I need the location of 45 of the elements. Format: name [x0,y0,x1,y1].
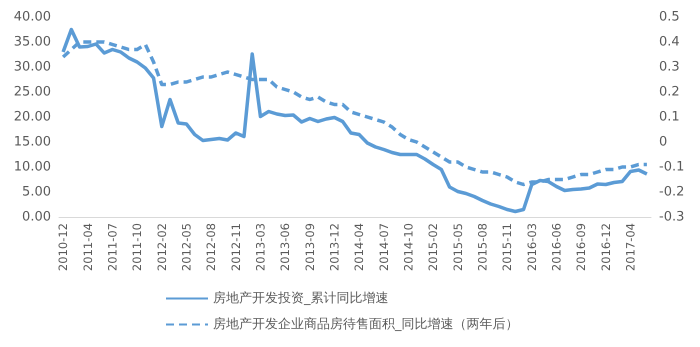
y2-tick-label: 0.5 [659,10,680,24]
x-tick-label: 2011-10 [130,223,144,272]
y-tick-label: 40.00 [14,10,51,24]
x-tick-label: 2013-03 [253,223,268,272]
y-tick-label: 35.00 [14,34,51,50]
x-tick-label: 2013-09 [302,223,317,272]
x-tick-label: 2017-04 [623,223,638,272]
x-tick-label: 2015-11 [500,223,514,272]
x-tick-label: 2016-03 [524,223,539,272]
x-tick-label: 2012-11 [228,223,243,272]
legend-label: 房地产开发企业商品房待售面积_同比增速（两年后） [213,316,518,332]
y2-tick-label: 0.1 [659,110,680,124]
y-tick-label: 0.00 [22,210,51,224]
y-tick-label: 15.00 [14,134,51,150]
y-tick-label: 30.00 [14,60,51,74]
x-tick-label: 2014-10 [401,223,416,272]
line-series [61,28,649,214]
x-tick-label: 2010-12 [56,223,70,272]
y2-tick-label: -0.2 [659,184,684,200]
y2-tick-label: -0.1 [659,160,684,174]
x-tick-label: 2012-08 [204,223,218,272]
x-tick-label: 2013-06 [278,223,292,272]
x-tick-label: 2014-07 [376,223,391,272]
x-tick-label: 2015-05 [450,223,465,272]
x-tick-label: 2015-08 [475,223,490,272]
x-tick-label: 2016-12 [598,223,613,272]
y2-tick-label: 0.3 [659,60,680,74]
y2-tick-label: 0 [659,134,668,150]
legend-label: 房地产开发投资_累计同比增速 [213,290,388,306]
y-tick-label: 5.00 [22,184,51,200]
x-tick-label: 2014-04 [352,223,366,272]
y2-tick-label: 0.4 [659,34,680,50]
x-tick-label: 2013-12 [327,223,342,272]
y2-tick-label: 0.2 [659,84,680,100]
x-tick-label: 2012-05 [179,223,194,272]
x-tick-label: 2012-02 [154,223,169,272]
y-tick-label: 20.00 [14,110,51,124]
y2-tick-label: -0.3 [659,210,684,224]
x-tick-label: 2016-06 [549,223,564,272]
x-tick-label: 2011-07 [105,223,120,272]
y-tick-label: 10.00 [14,160,51,174]
x-tick-label: 2016-09 [574,223,588,272]
x-tick-label: 2011-04 [80,223,95,272]
y-tick-label: 25.00 [14,84,51,100]
x-tick-label: 2015-02 [426,223,440,272]
